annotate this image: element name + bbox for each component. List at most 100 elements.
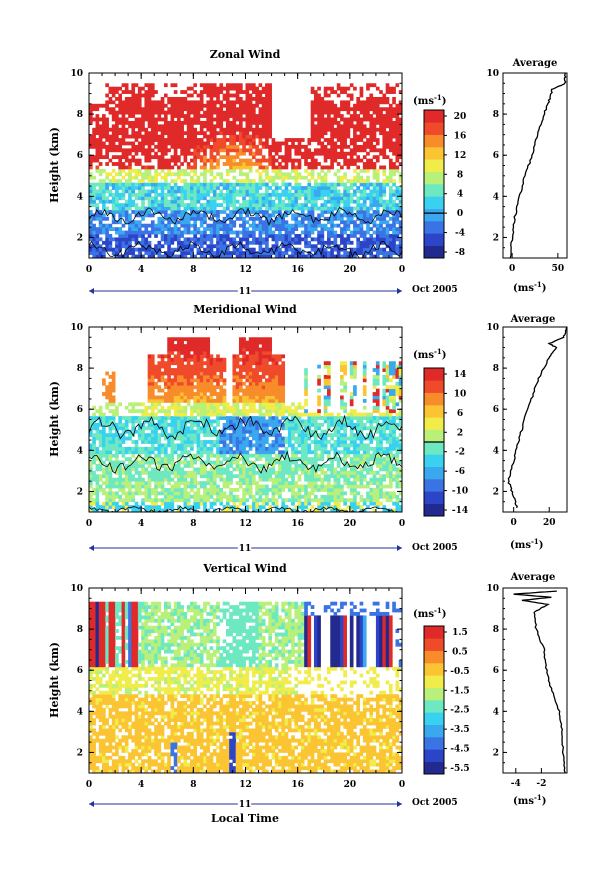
heatmap-cell: [320, 117, 325, 122]
heatmap-cell: [105, 405, 109, 410]
heatmap-cell: [92, 237, 96, 242]
heatmap-cell: [242, 227, 246, 231]
heatmap-cell: [203, 227, 207, 231]
heatmap-cell: [265, 107, 269, 112]
heatmap-cell: [340, 196, 344, 201]
heatmap-cell: [274, 186, 279, 190]
heatmap-cell: [291, 206, 295, 211]
heatmap-cell: [362, 168, 367, 173]
heatmap-cell: [294, 216, 299, 221]
heatmap-cell: [141, 196, 145, 201]
heatmap-cell: [336, 179, 341, 184]
heatmap-cell: [190, 179, 194, 184]
heatmap-cell: [281, 240, 286, 245]
heatmap-cell: [392, 90, 396, 94]
heatmap-cell: [353, 175, 357, 180]
heatmap-cell: [320, 110, 325, 115]
heatmap-cell: [147, 158, 152, 163]
heatmap-cell: [248, 138, 253, 142]
heatmap-cell: [131, 107, 136, 112]
heatmap-cell: [183, 90, 188, 94]
heatmap-cell: [199, 344, 204, 348]
heatmap-cell: [333, 155, 338, 160]
heatmap-cell: [212, 134, 217, 139]
heatmap-cell: [265, 234, 269, 238]
heatmap-cell: [163, 477, 168, 482]
heatmap-cell: [248, 100, 253, 105]
heatmap-cell: [89, 505, 93, 509]
heatmap-cell: [362, 148, 367, 153]
heatmap-cell: [291, 199, 295, 204]
heatmap-cell: [212, 244, 217, 249]
heatmap-cell: [206, 419, 211, 424]
heatmap-cell: [265, 100, 269, 105]
heatmap-cell: [375, 172, 380, 177]
heatmap-cell: [196, 141, 201, 146]
heatmap-cell: [186, 481, 191, 485]
heatmap-cell: [173, 196, 178, 201]
heatmap-cell: [173, 103, 178, 108]
heatmap-cell: [271, 210, 276, 214]
heatmap-cell: [245, 251, 250, 255]
heatmap-cell: [356, 206, 361, 211]
heatmap-cell: [278, 148, 282, 153]
heatmap-cell: [261, 124, 266, 129]
heatmap-cell: [167, 364, 171, 369]
heatmap-cell: [274, 227, 279, 231]
heatmap-cell: [278, 247, 282, 252]
heatmap-cell: [366, 117, 370, 122]
heatmap-cell: [105, 186, 109, 190]
heatmap-cell: [131, 251, 136, 255]
heatmap-cell: [313, 237, 318, 242]
heatmap-cell: [111, 93, 116, 98]
heatmap-cell: [206, 498, 211, 503]
heatmap-cell: [206, 409, 211, 414]
heatmap-cell: [307, 196, 312, 201]
heatmap-cell: [212, 107, 217, 112]
heatmap-cell: [297, 162, 302, 166]
heatmap-cell: [180, 385, 184, 390]
heatmap-cell: [333, 131, 338, 136]
heatmap-cell: [375, 103, 380, 108]
heatmap-cell: [147, 165, 152, 170]
heatmap-cell: [222, 223, 227, 228]
heatmap-cell: [115, 227, 119, 231]
heatmap-cell: [173, 155, 178, 160]
heatmap-cell: [157, 354, 162, 359]
heatmap-cell: [375, 227, 380, 231]
heatmap-cell: [359, 120, 364, 125]
heatmap-cell: [193, 470, 197, 475]
heatmap-cell: [89, 433, 93, 438]
heatmap-cell: [183, 354, 188, 359]
heatmap-cell: [362, 240, 367, 245]
heatmap-cell: [274, 151, 279, 156]
heatmap-cell: [134, 429, 139, 434]
heatmap-cell: [154, 429, 158, 434]
heatmap-cell: [199, 244, 204, 249]
heatmap-cell: [199, 388, 204, 393]
heatmap-cell: [157, 216, 162, 221]
heatmap-cell: [242, 148, 246, 153]
heatmap-cell: [196, 247, 201, 252]
heatmap-cell: [203, 165, 207, 170]
heatmap-cell: [173, 484, 178, 489]
heatmap-cell: [353, 179, 357, 184]
heatmap-cell: [196, 402, 201, 407]
heatmap-cell: [141, 192, 145, 197]
heatmap-cell: [265, 127, 269, 132]
heatmap-cell: [190, 426, 194, 431]
heatmap-cell: [173, 216, 178, 221]
heatmap-cell: [336, 175, 341, 180]
heatmap-cell: [366, 151, 370, 156]
heatmap-cell: [98, 440, 103, 444]
heatmap-cell: [265, 240, 269, 245]
heatmap-cell: [196, 488, 201, 492]
heatmap-cell: [330, 90, 334, 94]
heatmap-cell: [216, 117, 220, 122]
heatmap-cell: [340, 216, 344, 221]
heatmap-cell: [300, 230, 305, 235]
heatmap-cell: [105, 196, 109, 201]
heatmap-cell: [199, 83, 204, 88]
heatmap-cell: [203, 412, 207, 417]
heatmap-cell: [398, 172, 402, 177]
